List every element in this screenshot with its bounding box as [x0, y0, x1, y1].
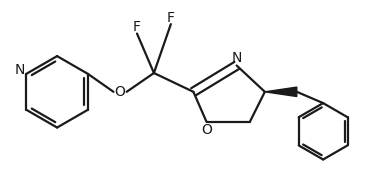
Text: N: N [231, 51, 242, 65]
Text: F: F [167, 11, 175, 25]
Polygon shape [265, 87, 297, 96]
Text: O: O [201, 123, 212, 137]
Text: O: O [115, 85, 125, 99]
Text: N: N [14, 63, 25, 77]
Text: F: F [133, 20, 141, 34]
